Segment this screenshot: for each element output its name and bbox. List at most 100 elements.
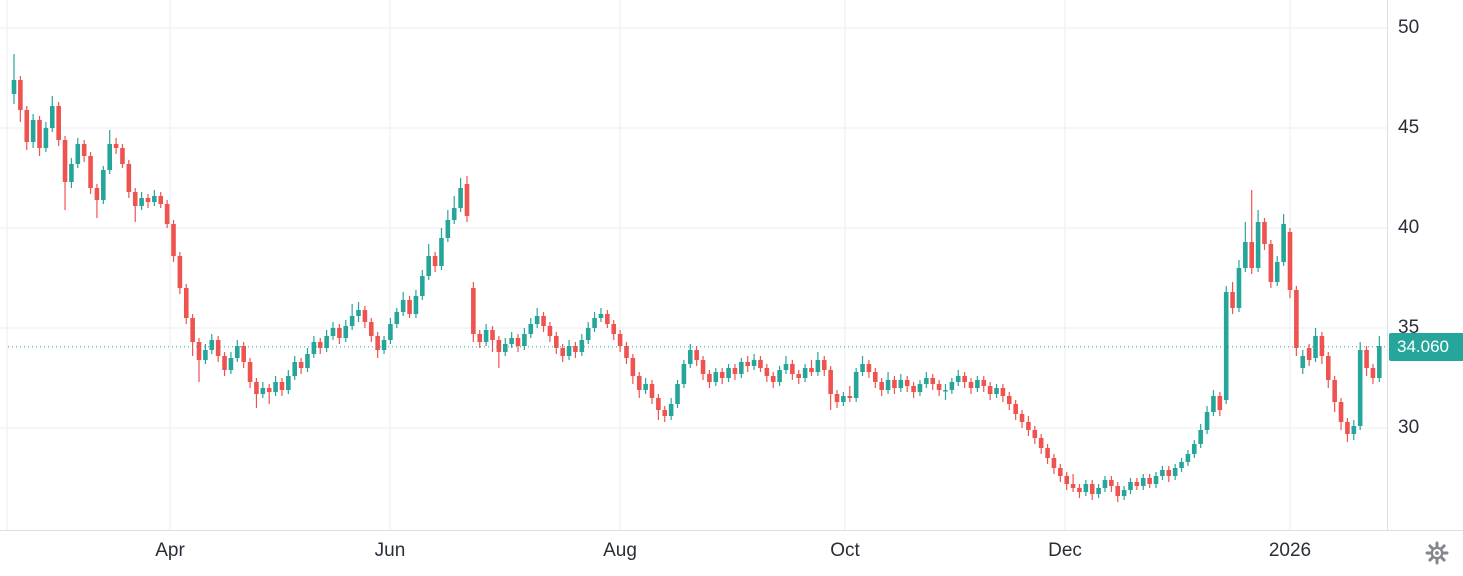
candle: [955, 370, 961, 386]
candle: [183, 284, 189, 324]
candle: [75, 138, 81, 168]
candle: [821, 356, 827, 376]
candle: [81, 140, 87, 162]
candle: [1128, 478, 1133, 494]
candle: [451, 196, 457, 224]
candle: [509, 332, 514, 348]
candle: [1223, 286, 1229, 404]
candle: [739, 358, 744, 378]
candle: [528, 318, 534, 338]
candle: [1077, 484, 1082, 498]
candle: [534, 308, 540, 328]
candle: [649, 380, 655, 404]
candle: [1064, 472, 1069, 490]
candle: [579, 334, 585, 356]
candle: [254, 378, 259, 408]
settings-gear-button[interactable]: [1422, 538, 1452, 568]
candle: [400, 292, 406, 316]
candle: [107, 130, 112, 174]
candle: [1357, 342, 1363, 430]
candle: [209, 334, 215, 354]
candle: [343, 320, 349, 342]
candle: [177, 252, 183, 294]
candle: [917, 380, 923, 396]
price-scale[interactable]: 50 45 40 35 30: [1387, 0, 1463, 530]
candle: [1204, 406, 1210, 434]
candle: [145, 194, 151, 208]
candle: [828, 366, 833, 410]
candle: [924, 372, 929, 388]
candle: [1153, 472, 1159, 488]
candle: [286, 370, 291, 394]
candle: [777, 366, 782, 386]
candle: [381, 336, 387, 354]
candle: [171, 220, 176, 262]
candle: [1325, 352, 1331, 388]
price-tick-label: 45: [1398, 117, 1420, 138]
candle: [764, 364, 770, 382]
candle: [203, 344, 208, 364]
time-tick-label: 2026: [1268, 540, 1312, 561]
candle: [426, 244, 431, 280]
candle: [1300, 350, 1306, 374]
candle: [305, 348, 310, 372]
candle: [860, 356, 865, 376]
candle: [656, 394, 661, 420]
time-tick-label: Jun: [374, 540, 406, 561]
candle: [235, 340, 240, 362]
candle: [1377, 336, 1382, 382]
candle: [630, 354, 636, 384]
candle: [496, 336, 502, 368]
candle: [1147, 474, 1152, 488]
candle: [1198, 424, 1203, 448]
candle: [349, 304, 355, 330]
candle: [1089, 480, 1095, 500]
candle: [1013, 400, 1018, 420]
candle: [273, 376, 278, 396]
candle: [841, 392, 846, 406]
candle: [1185, 450, 1191, 466]
candle: [1179, 458, 1184, 472]
candle: [719, 368, 725, 384]
candle: [573, 342, 578, 358]
candle: [668, 398, 674, 420]
candle: [158, 192, 164, 208]
candle: [337, 324, 342, 344]
candle: [196, 338, 202, 382]
candle: [1045, 444, 1050, 464]
candle: [681, 360, 687, 388]
candle: [1274, 256, 1280, 286]
candle: [43, 122, 49, 152]
price-tick-label: 30: [1398, 417, 1420, 438]
candle: [592, 312, 597, 332]
candle: [1249, 190, 1255, 274]
time-scale[interactable]: Apr Jun Aug Oct Dec 2026: [0, 530, 1463, 576]
candle: [247, 358, 253, 388]
candle: [1083, 480, 1089, 496]
candle: [458, 178, 463, 212]
candle: [1109, 476, 1114, 492]
candle: [707, 370, 712, 388]
candle: [898, 374, 904, 392]
candle: [1134, 478, 1140, 490]
candle: [292, 356, 298, 380]
candle: [483, 324, 489, 346]
candle: [1306, 344, 1312, 366]
candle: [611, 320, 617, 340]
candle: [815, 352, 821, 376]
candle: [1243, 222, 1248, 272]
candle: [624, 342, 629, 364]
time-tick-label: Apr: [155, 540, 185, 561]
candle: [598, 308, 604, 322]
candle: [190, 314, 195, 356]
candle: [605, 310, 610, 328]
candle: [975, 376, 980, 392]
candle: [1319, 332, 1325, 364]
candle: [930, 374, 936, 390]
candle: [1121, 486, 1127, 500]
candle: [368, 318, 374, 342]
candle: [687, 344, 693, 368]
price-tick-label: 50: [1398, 17, 1420, 38]
candle: [1236, 260, 1242, 312]
